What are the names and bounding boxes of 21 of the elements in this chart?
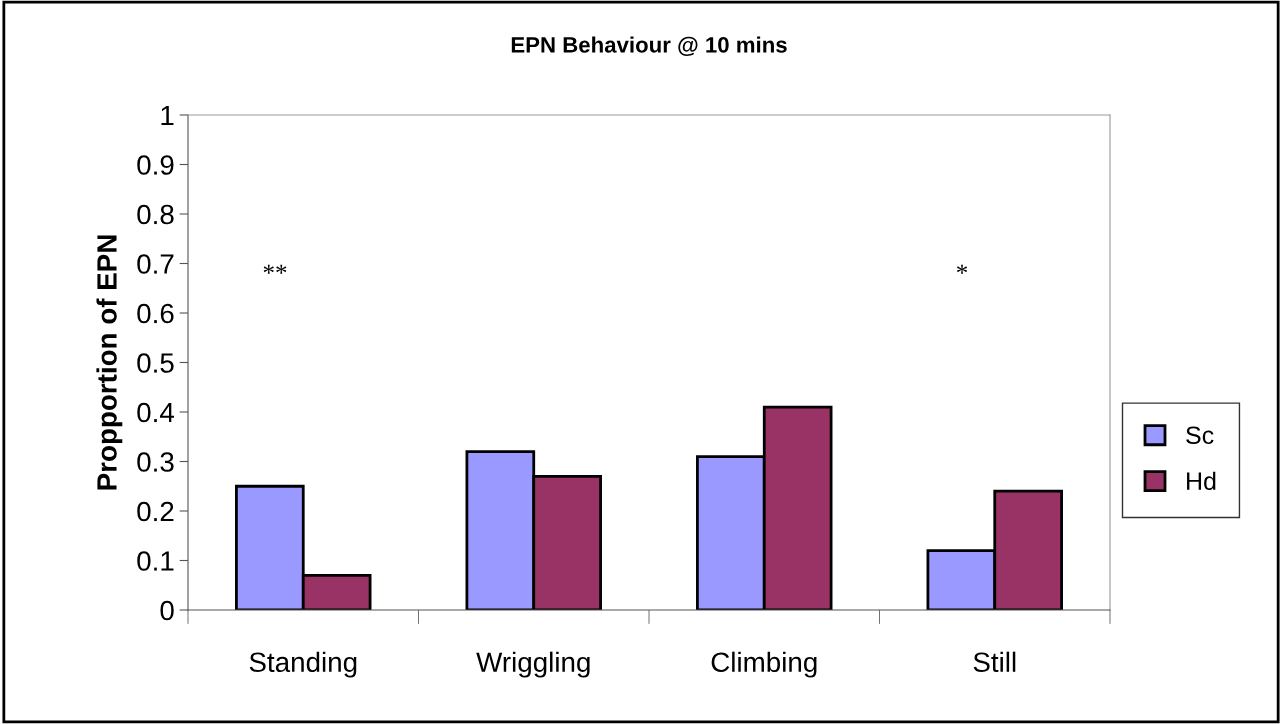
y-tick-label: 0: [160, 600, 174, 621]
x-tick-label: Wriggling: [476, 651, 590, 678]
x-tick-label: Climbing: [711, 651, 817, 678]
legend-label: Hd: [1187, 471, 1216, 491]
annotation: *: [956, 264, 968, 274]
y-tick-label: 0.2: [137, 501, 174, 522]
y-tick-label: 0.7: [137, 254, 174, 274]
y-tick-label: 0.3: [137, 452, 174, 472]
y-tick-label: 0.8: [137, 204, 174, 225]
legend-label: Sc: [1186, 426, 1214, 445]
y-tick-label: 0.6: [137, 303, 174, 324]
y-tick-label: 0.1: [137, 551, 174, 571]
annotation: **: [263, 264, 287, 274]
y-tick-label: 1: [161, 105, 174, 126]
x-tick-label: Standing: [249, 651, 357, 678]
y-tick-label: 0.4: [137, 402, 174, 423]
y-axis-title: Propportion of EPN: [96, 235, 123, 490]
chart-title: EPN Behaviour @ 10 mins: [511, 36, 787, 57]
y-tick-label: 0.5: [137, 353, 174, 373]
y-tick-label: 0.9: [137, 155, 174, 175]
x-tick-label: Still: [973, 651, 1016, 673]
